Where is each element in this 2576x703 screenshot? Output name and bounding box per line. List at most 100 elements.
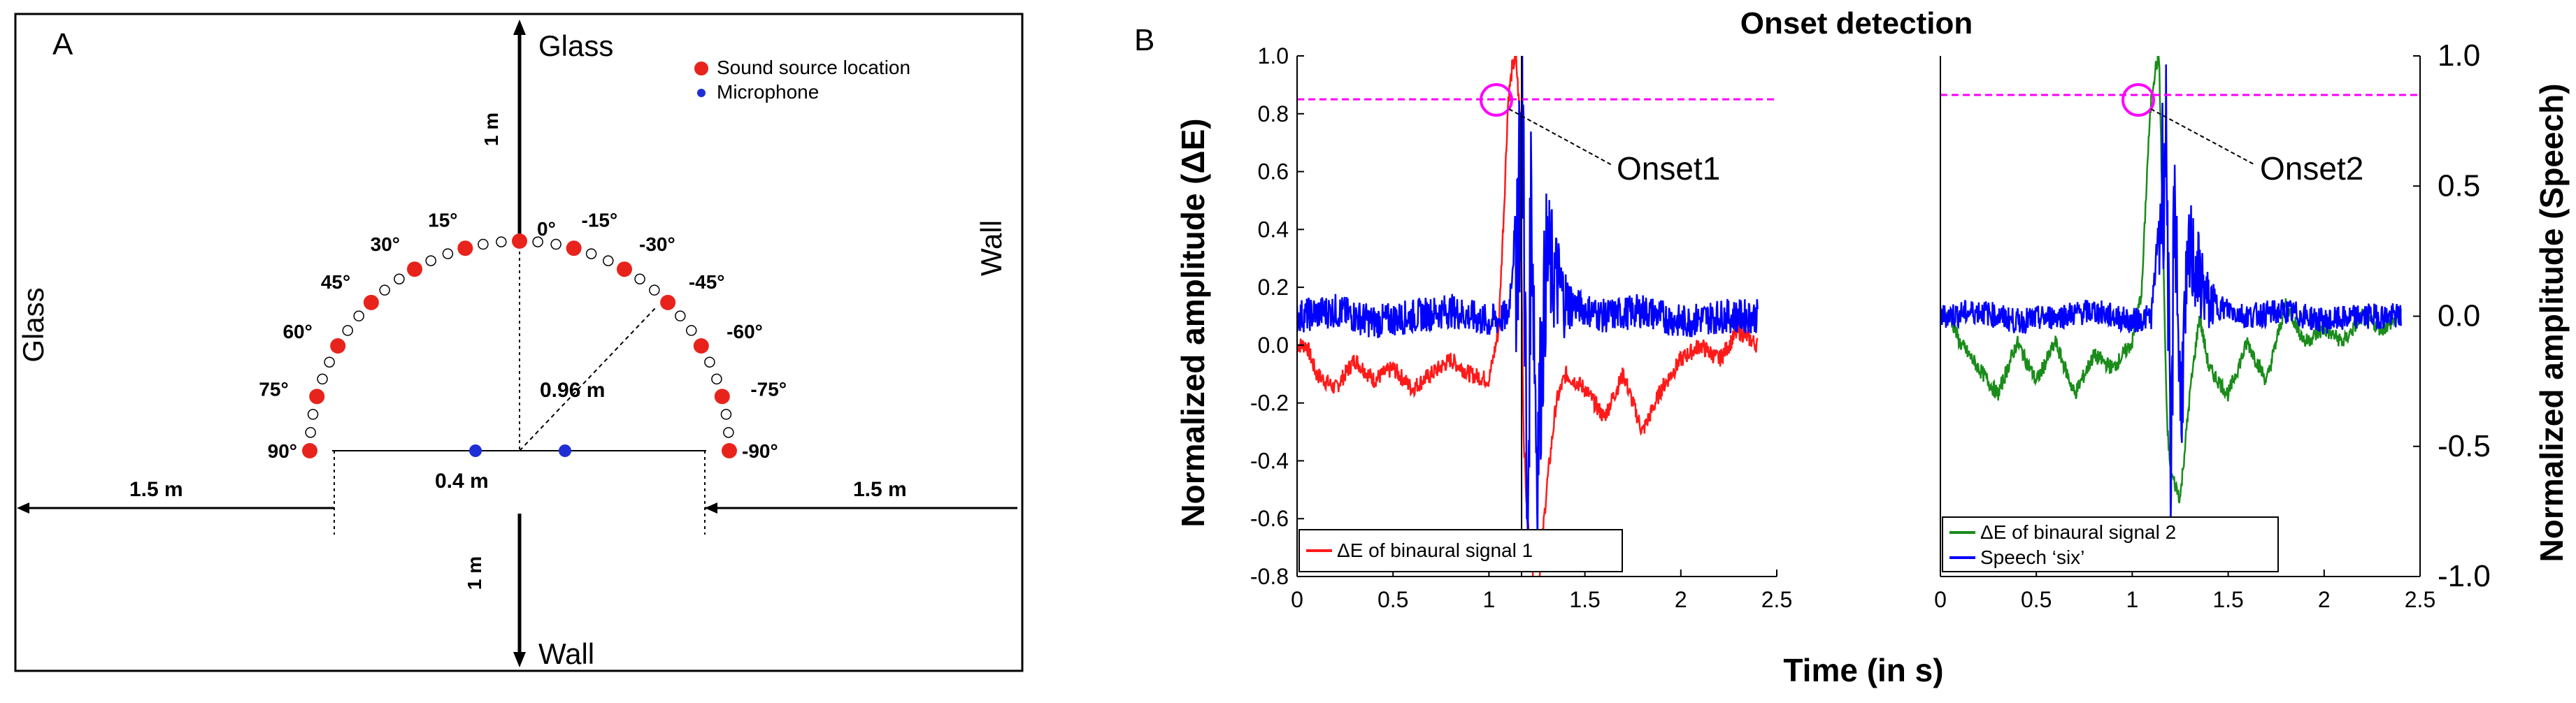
x-tick-label-left: 2.5 — [1761, 587, 1792, 612]
legend-left-box — [1298, 529, 1623, 572]
angle-label: -90° — [742, 440, 778, 462]
arc-hollow-point — [675, 310, 686, 321]
radius-line — [519, 307, 657, 451]
panel-a: A Glass Wall Glass Wall Sound source loc… — [14, 13, 1024, 672]
y-tick-label-left: 0.6 — [1258, 159, 1289, 184]
radius-label: 0.96 m — [540, 379, 605, 402]
angle-label: -60° — [727, 321, 763, 342]
left-arrow-head — [17, 502, 29, 514]
y-tick-label-right: 1.0 — [2438, 38, 2480, 73]
panel-b-label: B — [1134, 23, 1154, 57]
source-point — [660, 294, 676, 310]
legend-source-label: Sound source location — [717, 57, 910, 78]
wall-label-top: Glass — [538, 29, 613, 62]
y-tick-label-right: -0.5 — [2438, 429, 2491, 463]
y-axis-label-left: Normalized amplitude (ΔE) — [1175, 118, 1211, 527]
angle-label: 75° — [259, 378, 288, 400]
bottom-arrow-head — [513, 652, 526, 667]
source-point — [693, 338, 709, 354]
source-point — [309, 389, 325, 405]
angle-label: -75° — [750, 378, 787, 400]
arc-hollow-point — [425, 255, 436, 266]
y-tick-label-left: 0.8 — [1258, 101, 1289, 126]
microphone-right — [559, 444, 571, 457]
arc-hollow-point — [317, 373, 328, 385]
series-left — [1297, 56, 1777, 577]
x-tick-label-left: 2 — [1675, 587, 1687, 612]
arc-hollow-point — [685, 325, 697, 336]
arc-hollow-point — [532, 236, 543, 247]
arc-hollow-point — [394, 273, 405, 285]
arc-hollow-point — [603, 255, 614, 266]
arc-hollow-point — [649, 284, 660, 296]
arc-hollow-point — [442, 248, 454, 259]
arc-hollow-point — [496, 236, 507, 247]
y-tick-label-right: 0.5 — [2438, 168, 2480, 203]
y-tick-label-left: -0.4 — [1250, 448, 1289, 473]
bottom-distance-label: 1 m — [464, 556, 485, 590]
y-tick-label-left: -0.6 — [1250, 506, 1289, 531]
y-tick-label-left: 0.2 — [1258, 275, 1289, 300]
y-tick-label-left: 1.0 — [1258, 43, 1289, 68]
source-point — [407, 261, 422, 277]
ticks-left: 1.0 0.8 0.6 0.4 0.2 0.0 -0.2 -0.4 -0.6 -0.80 0.5 1 1… — [1250, 43, 1792, 612]
y-tick-label-left: -0.2 — [1250, 391, 1289, 416]
angle-label: 15° — [428, 210, 457, 231]
y-tick-label-right: -1.0 — [2438, 559, 2491, 593]
source-point — [363, 294, 379, 310]
right-distance-label: 1.5 m — [853, 478, 907, 501]
angle-label: 60° — [282, 321, 312, 342]
top-distance-label: 1 m — [480, 113, 502, 146]
legend-source-dot — [694, 61, 708, 75]
angle-label: 45° — [321, 271, 350, 293]
arc-hollow-point — [585, 248, 597, 259]
top-arrow-head — [513, 20, 526, 35]
chart-title: Onset detection — [1740, 6, 1973, 41]
onset1-label: Onset1 — [1617, 150, 1720, 187]
y-tick-label-right: 0.0 — [2438, 299, 2480, 333]
source-point — [302, 443, 317, 458]
plot-right: 0 0.5 1 1.5 2 2.5 1.0 0.5 0.0 -0.5 -1.0 Onset2 ΔE … — [1934, 38, 2491, 612]
x-tick-label-right: 0.5 — [2021, 587, 2052, 612]
series-right — [1940, 56, 2420, 528]
legend-signal1-label: ΔE of binaural signal 1 — [1337, 539, 1533, 561]
angle-label: -45° — [689, 271, 725, 293]
y-tick-label-left: -0.8 — [1250, 564, 1289, 589]
legend-mic-label: Microphone — [717, 81, 819, 103]
wall-label-left: Glass — [17, 287, 50, 362]
source-arc: 90° 75° 60° 45° 30° 15° 0° -15° -30° -45° -60° -75°… — [259, 210, 787, 462]
arc-hollow-point — [720, 409, 732, 420]
onset1-leader — [1508, 108, 1612, 166]
legend-speech-label: Speech ‘six’ — [1980, 546, 2084, 568]
angle-label: -15° — [582, 210, 618, 231]
arc-hollow-point — [353, 310, 364, 321]
panel-b: B Onset detection Time (in s) Normalized… — [1134, 6, 2570, 688]
y-axis-label-right: Normalized amplitude (Speech) — [2533, 83, 2570, 562]
legend-signal2-label: ΔE of binaural signal 2 — [1980, 521, 2176, 543]
arc-hollow-point — [305, 427, 316, 438]
wall-label-right: Wall — [975, 220, 1008, 276]
x-tick-label-left: 0.5 — [1378, 587, 1408, 612]
source-point — [617, 261, 632, 277]
y-tick-label-left: 0.0 — [1258, 333, 1289, 358]
panel-a-label: A — [52, 27, 73, 61]
x-tick-label-right: 2.5 — [2405, 587, 2435, 612]
angle-label: 90° — [268, 440, 297, 462]
onset2-marker — [2121, 83, 2155, 117]
arc-hollow-point — [711, 373, 722, 385]
angle-label: 0° — [537, 218, 556, 240]
onset2-leader — [2150, 108, 2256, 166]
source-point — [722, 443, 737, 458]
left-distance-label: 1.5 m — [129, 478, 183, 501]
angle-label: -30° — [639, 233, 675, 255]
arc-hollow-point — [550, 238, 561, 250]
arc-hollow-point — [704, 356, 715, 368]
arc-hollow-point — [307, 409, 319, 420]
x-tick-label-right: 0 — [1934, 587, 1947, 612]
arc-hollow-point — [379, 284, 390, 296]
x-tick-label-left: 1.5 — [1569, 587, 1600, 612]
speech-line-left — [1297, 56, 1759, 541]
source-point — [714, 389, 730, 405]
source-point — [457, 240, 473, 256]
